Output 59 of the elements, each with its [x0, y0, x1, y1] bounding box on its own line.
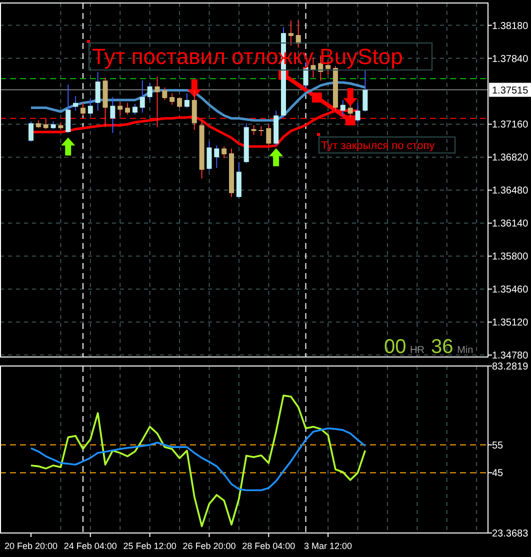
candlestick: [73, 96, 78, 112]
candlestick: [125, 102, 130, 116]
point: [187, 79, 202, 98]
x-tick-label: 24 Feb 04:00: [64, 541, 117, 551]
x-tick-label: 28 Feb 04:00: [242, 541, 296, 551]
candlestick: [362, 69, 368, 112]
candlestick: [266, 124, 272, 146]
candlestick: [192, 90, 197, 131]
candlestick: [355, 102, 360, 123]
y-tick-label: 1.35120: [492, 318, 529, 329]
candlestick: [95, 71, 100, 112]
candlestick: [147, 82, 152, 100]
candlestick: [88, 98, 93, 116]
candlestick: [28, 120, 34, 142]
annotation: Тут закрылся по стопу: [321, 140, 436, 152]
point: [343, 88, 358, 106]
candlestick: [80, 102, 86, 116]
y-tick-label: 45: [492, 468, 504, 480]
y-tick-label: 23.3683: [492, 528, 529, 540]
y-tick-label: 83.2819: [492, 362, 529, 372]
candlestick: [222, 146, 227, 159]
y-tick-label: 1.35800: [492, 252, 529, 263]
candlestick: [340, 99, 346, 116]
candlestick: [154, 76, 160, 128]
y-tick-label: 1.35460: [492, 284, 529, 296]
ref-line-label: 1.37515: [492, 85, 529, 96]
line-series: [30, 427, 366, 492]
candlestick: [288, 20, 294, 46]
point: [61, 138, 76, 156]
x-tick-label: 25 Feb 12:00: [123, 541, 176, 551]
x-tick-label: 20 Feb 20:00: [4, 541, 58, 551]
candlestick: [184, 92, 190, 108]
candlestick: [206, 141, 212, 172]
x-tick-label: 3 Mar 12:00: [304, 541, 352, 551]
y-tick-label: 1.36820: [492, 152, 529, 164]
candlestick: [214, 145, 220, 168]
point: [269, 148, 284, 166]
candlestick: [43, 118, 48, 130]
x-tick-label: 26 Feb 20:00: [182, 541, 236, 551]
y-tick-label: 1.38180: [492, 20, 529, 32]
candlestick: [251, 124, 256, 136]
y-tick-label: 1.36480: [492, 186, 529, 197]
line-series: [30, 394, 366, 528]
candlestick: [110, 96, 116, 134]
y-tick-label: 1.36140: [492, 218, 529, 230]
candlestick: [118, 101, 123, 116]
candlestick: [66, 84, 71, 134]
candlestick: [258, 126, 264, 136]
y-tick-label: 1.34780: [492, 350, 529, 362]
candlestick: [170, 92, 175, 106]
candlestick: [162, 86, 168, 100]
y-tick-label: 55: [492, 440, 504, 452]
candlestick: [348, 104, 353, 118]
y-tick-label: 1.37160: [492, 120, 529, 131]
candlestick: [132, 103, 138, 116]
y-tick-label: 1.37840: [492, 54, 529, 65]
candlestick: [177, 96, 182, 108]
annotation: 00 HR 36 Min: [384, 336, 474, 358]
candlestick: [140, 80, 145, 114]
